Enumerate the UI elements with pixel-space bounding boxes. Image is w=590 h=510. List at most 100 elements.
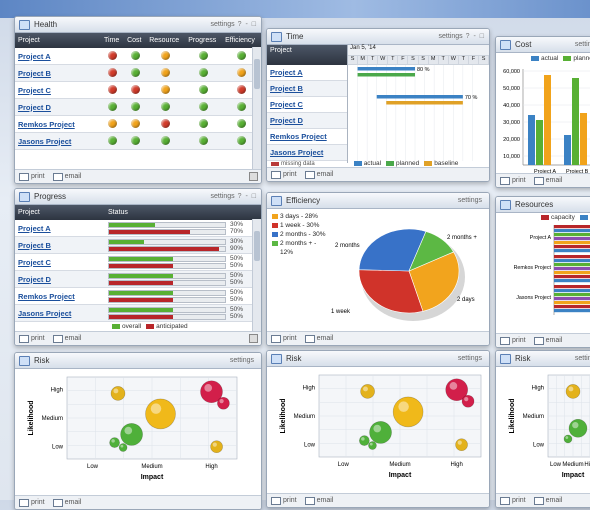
project-link[interactable]: Project C xyxy=(18,258,51,267)
project-link[interactable]: Remkos Project xyxy=(18,292,75,301)
risk-bubble[interactable] xyxy=(368,442,376,450)
risk-bubble[interactable] xyxy=(359,436,369,446)
progress-bar-anticipated xyxy=(108,246,226,252)
project-link[interactable]: Remkos Project xyxy=(18,120,75,129)
risk-bubble[interactable] xyxy=(456,439,468,451)
resize-handle[interactable] xyxy=(249,172,258,181)
settings-link[interactable]: settings xyxy=(230,357,254,364)
list-item[interactable]: Project B xyxy=(267,81,347,97)
print-button[interactable]: print xyxy=(19,173,45,181)
resource-bar xyxy=(554,275,590,278)
status-cell: 50%50% xyxy=(105,254,261,271)
risk-bubble[interactable] xyxy=(462,395,474,407)
project-link[interactable]: Project D xyxy=(18,275,51,284)
list-item[interactable]: Jasons Project xyxy=(267,145,347,161)
project-link[interactable]: Project C xyxy=(18,86,51,95)
list-item[interactable]: Remkos Project xyxy=(267,129,347,145)
project-link[interactable]: Remkos Project xyxy=(270,132,327,141)
gantt-bar[interactable] xyxy=(386,101,463,105)
settings-link[interactable]: settings xyxy=(575,41,590,48)
list-item[interactable]: Project A xyxy=(267,65,347,81)
gantt-bar[interactable] xyxy=(358,67,415,71)
project-link[interactable]: Project A xyxy=(18,224,51,233)
day-label: F xyxy=(469,56,479,64)
window-controls[interactable]: ? - □ xyxy=(238,193,257,200)
project-link[interactable]: Project D xyxy=(270,116,303,125)
risk-bubble[interactable] xyxy=(217,397,229,409)
risk-bubble[interactable] xyxy=(566,384,580,398)
list-item[interactable]: Project D xyxy=(267,113,347,129)
table-row[interactable]: Project B xyxy=(15,65,261,82)
email-button[interactable]: email xyxy=(534,337,563,345)
email-button[interactable]: email xyxy=(305,497,334,505)
list-item[interactable]: Project C xyxy=(267,97,347,113)
legend-item: 3 days - 28% xyxy=(272,212,330,221)
resize-handle[interactable] xyxy=(249,334,258,343)
print-button[interactable]: print xyxy=(19,335,45,343)
table-row[interactable]: Project C xyxy=(15,82,261,99)
print-button[interactable]: print xyxy=(271,497,297,505)
table-row[interactable]: Project C 50%50% xyxy=(15,254,261,271)
table-row[interactable]: Project A xyxy=(15,48,261,65)
email-button[interactable]: email xyxy=(53,173,82,181)
project-link[interactable]: Jasons Project xyxy=(18,137,71,146)
window-controls[interactable]: ? - □ xyxy=(466,33,485,40)
print-button[interactable]: print xyxy=(500,177,526,185)
resource-bar xyxy=(554,225,590,228)
window-controls[interactable]: ? - □ xyxy=(238,21,257,28)
legend-label: capacity xyxy=(551,214,575,221)
settings-link[interactable]: settings xyxy=(211,21,235,28)
email-button[interactable]: email xyxy=(305,171,334,179)
settings-link[interactable]: settings xyxy=(458,197,482,204)
scrollbar[interactable] xyxy=(252,47,261,170)
risk-bubble[interactable] xyxy=(111,386,125,400)
print-button[interactable]: print xyxy=(500,497,526,505)
risk-bubble[interactable] xyxy=(564,435,572,443)
project-link[interactable]: Project D xyxy=(18,103,51,112)
scrollbar-thumb[interactable] xyxy=(254,59,260,89)
risk-bubble[interactable] xyxy=(393,397,423,427)
risk-bubble[interactable] xyxy=(110,438,120,448)
y-tick-label: Low xyxy=(304,443,316,449)
settings-link[interactable]: settings xyxy=(211,193,235,200)
project-link[interactable]: Project B xyxy=(18,241,51,250)
email-button[interactable]: email xyxy=(534,497,563,505)
project-link[interactable]: Jasons Project xyxy=(18,309,71,318)
print-button[interactable]: print xyxy=(271,335,297,343)
project-link[interactable]: Project B xyxy=(18,69,51,78)
gantt-bar[interactable] xyxy=(377,95,463,99)
email-button[interactable]: email xyxy=(53,335,82,343)
email-button[interactable]: email xyxy=(305,335,334,343)
settings-link[interactable]: settings xyxy=(439,33,463,40)
email-button[interactable]: email xyxy=(534,177,563,185)
project-link[interactable]: Project A xyxy=(18,52,51,61)
project-link[interactable]: Project B xyxy=(270,84,303,93)
risk-bubble[interactable] xyxy=(121,423,143,445)
project-link[interactable]: Project C xyxy=(270,100,303,109)
x-tick-label: Low xyxy=(550,462,562,468)
print-button[interactable]: print xyxy=(271,171,297,179)
settings-link[interactable]: settings xyxy=(575,355,590,362)
table-row[interactable]: Remkos Project xyxy=(15,116,261,133)
settings-link[interactable]: settings xyxy=(458,355,482,362)
table-row[interactable]: Jasons Project xyxy=(15,133,261,150)
risk-bubble[interactable] xyxy=(361,384,375,398)
project-link[interactable]: Jasons Project xyxy=(270,148,323,157)
risk-bubble[interactable] xyxy=(370,421,392,443)
risk-bubble[interactable] xyxy=(119,444,127,452)
scrollbar-thumb[interactable] xyxy=(254,231,260,261)
print-button[interactable]: print xyxy=(500,337,526,345)
risk-bubble[interactable] xyxy=(211,441,223,453)
risk-bubble[interactable] xyxy=(569,419,587,437)
scrollbar[interactable] xyxy=(252,219,261,332)
y-tick-label: Medium xyxy=(294,414,315,420)
gantt-bar[interactable] xyxy=(358,73,415,77)
risk-bubble[interactable] xyxy=(146,399,176,429)
project-link[interactable]: Project A xyxy=(270,68,303,77)
table-row[interactable]: Project D xyxy=(15,99,261,116)
